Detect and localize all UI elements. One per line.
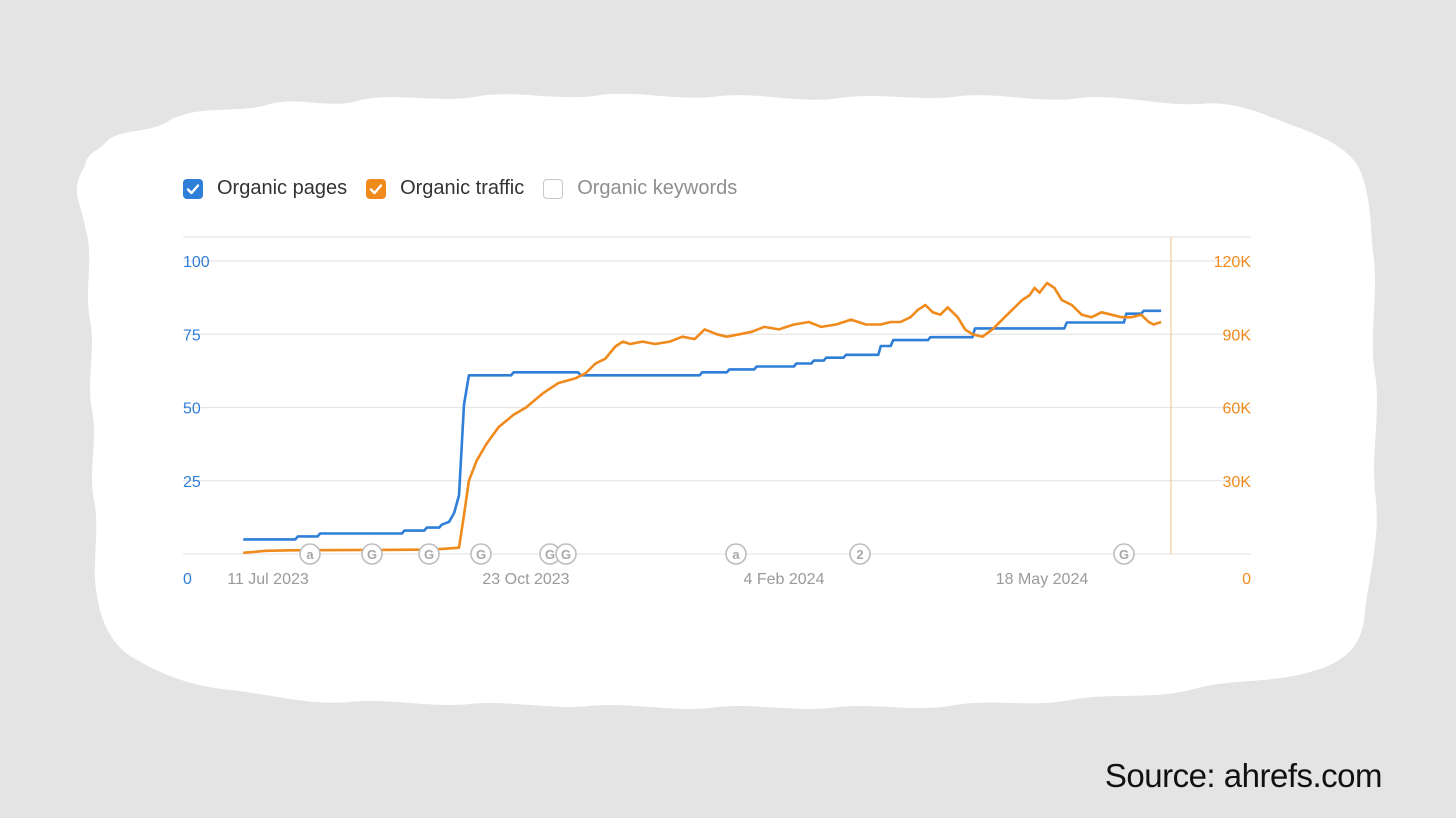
annotation-marker-label: a (306, 547, 314, 562)
x-tick-label: 11 Jul 2023 (227, 571, 309, 588)
x-tick-label: 23 Oct 2023 (482, 571, 569, 588)
y-right-tick-label: 120K (1214, 254, 1252, 271)
organic-keywords-label: Organic keywords (577, 177, 738, 199)
organic-pages-checkbox[interactable] (183, 178, 203, 199)
organic-pages-line (243, 309, 1162, 541)
annotation-marker (470, 543, 492, 565)
annotation-marker (1113, 543, 1135, 565)
annotation-marker-label: G (476, 547, 486, 562)
organic-pages-label: Organic pages (217, 177, 348, 199)
checkmark-icon (186, 183, 200, 194)
x-tick-label: 18 May 2024 (996, 571, 1089, 588)
checkmark-icon (369, 183, 383, 194)
y-right-tick-label: 30K (1223, 474, 1252, 491)
y-right-tick-label: 60K (1223, 401, 1252, 418)
chart-legend: Organic pages Organic traffic Organic ke… (183, 177, 756, 200)
y-right-tick-label: 90K (1223, 327, 1252, 344)
annotation-marker (299, 543, 321, 565)
annotation-marker-label: G (424, 547, 434, 562)
annotation-marker-label: 2 (856, 547, 863, 562)
annotation-marker (725, 543, 747, 565)
annotation-marker-label: a (732, 547, 740, 562)
y-left-tick-label: 50 (183, 401, 201, 418)
annotation-marker (849, 543, 871, 565)
annotation-marker (361, 543, 383, 565)
y-right-tick-label: 0 (1242, 571, 1251, 588)
x-tick-label: 4 Feb 2024 (744, 571, 825, 588)
annotation-marker-label: G (545, 547, 555, 562)
annotation-marker-label: G (1119, 547, 1129, 562)
organic-traffic-line (243, 281, 1162, 555)
annotation-marker (555, 543, 577, 565)
y-left-tick-label: 25 (183, 474, 201, 491)
legend-item-organic-keywords[interactable]: Organic keywords (543, 177, 737, 200)
organic-keywords-checkbox[interactable] (543, 178, 564, 199)
y-left-tick-label: 0 (183, 571, 192, 588)
annotation-marker-label: G (367, 547, 377, 562)
y-left-tick-label: 75 (183, 327, 201, 344)
source-caption: Source: ahrefs.com (1104, 757, 1383, 794)
legend-item-organic-pages[interactable]: Organic pages (183, 177, 347, 200)
legend-item-organic-traffic[interactable]: Organic traffic (366, 177, 524, 200)
y-left-tick-label: 100 (183, 254, 210, 271)
annotation-marker (418, 543, 440, 565)
organic-traffic-checkbox[interactable] (366, 178, 387, 199)
organic-traffic-label: Organic traffic (400, 177, 525, 199)
annotation-marker-label: G (561, 547, 571, 562)
